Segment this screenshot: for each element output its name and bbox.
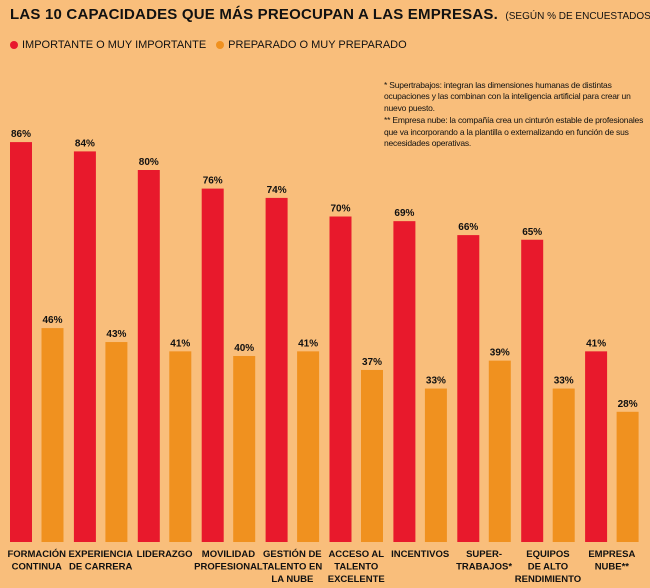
category-label-formacion-continua: FORMACIÓN CONTINUA: [7, 548, 66, 573]
value-label-preparado-empresa-nube: 28%: [618, 399, 638, 410]
value-label-importante-incentivos: 69%: [394, 208, 414, 219]
value-label-preparado-acceso-al-talento-excelente: 37%: [362, 357, 382, 368]
bar-importante-experiencia-de-carrera: [73, 151, 96, 542]
category-label-equipos-de-alto-rendimiento: EQUIPOS DE ALTO RENDIMIENTO: [515, 549, 581, 585]
bar-group-acceso-al-talento-excelente: 70% 37% ACCESO AL TALENTO EXCELENTE: [328, 204, 385, 586]
category-label-experiencia-de-carrera: EXPERIENCIA DE CARRERA: [68, 549, 133, 573]
value-label-preparado-gestion-de-talento-en-la-nube: 41%: [298, 338, 318, 349]
category-label-gestion-de-talento-en-la-nube: GESTIÓN DE TALENTO EN LA NUBE: [262, 548, 322, 585]
bar-importante-liderazgo: [137, 170, 160, 542]
value-label-preparado-formacion-continua: 46%: [42, 315, 62, 326]
value-label-preparado-movilidad-profesional: 40%: [234, 343, 254, 354]
bar-group-liderazgo: 80% 41% LIDERAZGO: [137, 157, 193, 560]
chart-subtitle: (SEGÚN % DE ENCUESTADOS): [505, 11, 650, 22]
value-label-preparado-equipos-de-alto-rendimiento: 33%: [554, 376, 574, 387]
bar-importante-empresa-nube: [585, 351, 608, 542]
value-label-preparado-incentivos: 33%: [426, 376, 446, 387]
bar-group-equipos-de-alto-rendimiento: 65% 33% EQUIPOS DE ALTO RENDIMIENTO: [515, 227, 581, 585]
bar-group-incentivos: 69% 33% INCENTIVOS: [391, 208, 449, 560]
category-label-movilidad-profesional: MOVILIDAD PROFESIONAL: [194, 549, 263, 573]
bar-importante-formacion-continua: [10, 142, 32, 542]
bar-group-formacion-continua: 86% 46% FORMACIÓN CONTINUA: [7, 129, 66, 572]
bar-group-experiencia-de-carrera: 84% 43% EXPERIENCIA DE CARRERA: [68, 138, 133, 572]
legend-label-importante: IMPORTANTE O MUY IMPORTANTE: [22, 39, 207, 51]
category-label-incentivos: INCENTIVOS: [391, 549, 449, 560]
category-label-super-trabajos: SUPER-TRABAJOS*: [456, 549, 512, 573]
bar-preparado-liderazgo: [169, 351, 192, 542]
chart-title: LAS 10 CAPACIDADES QUE MÁS PREOCUPAN A L…: [10, 6, 650, 24]
category-label-empresa-nube: EMPRESA NUBE**: [588, 549, 635, 573]
value-label-importante-acceso-al-talento-excelente: 70%: [330, 204, 350, 215]
bar-preparado-incentivos: [424, 388, 447, 542]
legend-label-preparado: PREPARADO O MUY PREPARADO: [228, 39, 407, 51]
bar-preparado-movilidad-profesional: [233, 356, 256, 542]
value-label-importante-formacion-continua: 86%: [11, 129, 31, 140]
value-label-importante-experiencia-de-carrera: 84%: [75, 138, 95, 149]
value-label-importante-equipos-de-alto-rendimiento: 65%: [522, 227, 542, 238]
footnote-empresa-nube: ** Empresa nube: la compañía crea un cin…: [384, 115, 644, 149]
legend-swatch-importante: [10, 41, 18, 49]
value-label-preparado-experiencia-de-carrera: 43%: [106, 329, 126, 340]
bar-preparado-equipos-de-alto-rendimiento: [552, 388, 575, 542]
legend-item-preparado: PREPARADO O MUY PREPARADO: [216, 39, 407, 51]
value-label-importante-movilidad-profesional: 76%: [203, 176, 223, 187]
legend-item-importante: IMPORTANTE O MUY IMPORTANTE: [10, 39, 206, 51]
bar-preparado-super-trabajos: [488, 360, 511, 542]
category-label-liderazgo: LIDERAZGO: [137, 549, 193, 560]
bar-importante-gestion-de-talento-en-la-nube: [265, 197, 288, 542]
category-label-acceso-al-talento-excelente: ACCESO AL TALENTO EXCELENTE: [328, 549, 385, 585]
bar-group-super-trabajos: 66% 39% SUPER-TRABAJOS*: [456, 222, 512, 572]
bar-preparado-formacion-continua: [41, 328, 64, 542]
bar-group-movilidad-profesional: 76% 40% MOVILIDAD PROFESIONAL: [194, 176, 263, 573]
value-label-preparado-liderazgo: 41%: [170, 338, 190, 349]
bar-importante-super-trabajos: [457, 235, 480, 542]
chart-title-text: LAS 10 CAPACIDADES QUE MÁS PREOCUPAN A L…: [10, 6, 498, 23]
footnote-supertrabajos: * Supertrabajos: integran las dimensione…: [384, 80, 631, 113]
bar-preparado-gestion-de-talento-en-la-nube: [297, 351, 320, 542]
legend: IMPORTANTE O MUY IMPORTANTE PREPARADO O …: [10, 39, 417, 51]
footnotes: * Supertrabajos: integran las dimensione…: [384, 80, 646, 151]
bar-importante-movilidad-profesional: [201, 188, 224, 542]
value-label-importante-gestion-de-talento-en-la-nube: 74%: [267, 185, 287, 196]
bar-group-gestion-de-talento-en-la-nube: 74% 41% GESTIÓN DE TALENTO EN LA NUBE: [262, 185, 322, 585]
bar-importante-acceso-al-talento-excelente: [329, 216, 352, 542]
value-label-preparado-super-trabajos: 39%: [490, 348, 510, 359]
bar-preparado-empresa-nube: [616, 411, 639, 542]
bar-group-empresa-nube: 41% 28% EMPRESA NUBE**: [585, 338, 639, 573]
bar-preparado-acceso-al-talento-excelente: [361, 369, 383, 542]
value-label-importante-super-trabajos: 66%: [458, 222, 478, 233]
legend-swatch-preparado: [216, 41, 225, 49]
bar-importante-equipos-de-alto-rendimiento: [521, 239, 544, 542]
value-label-importante-liderazgo: 80%: [139, 157, 159, 168]
value-label-importante-empresa-nube: 41%: [586, 338, 606, 349]
bar-importante-incentivos: [393, 221, 416, 542]
bar-preparado-experiencia-de-carrera: [105, 342, 128, 542]
